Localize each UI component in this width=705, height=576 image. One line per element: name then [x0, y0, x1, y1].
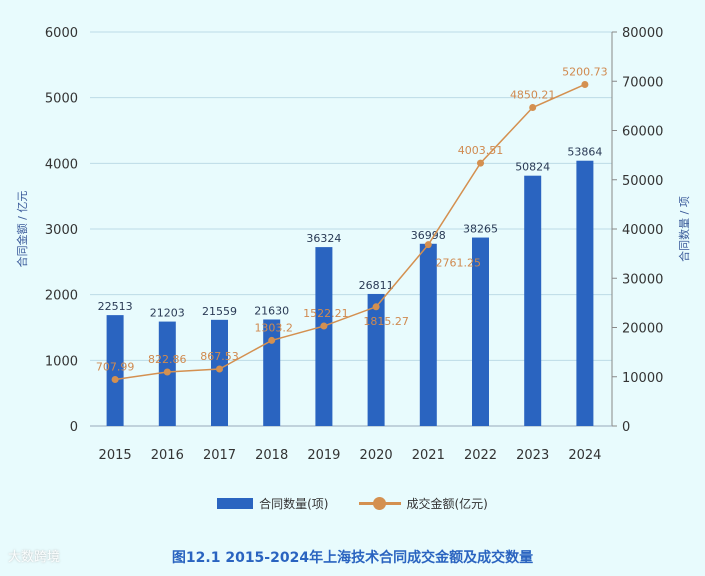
line-point — [320, 322, 328, 330]
y-right-tick-label: 0 — [622, 420, 630, 435]
line-label: 822.86 — [148, 353, 187, 366]
bar — [106, 315, 124, 426]
line-point — [163, 368, 171, 376]
line-point — [216, 365, 223, 373]
x-tick-label: 2020 — [360, 448, 393, 463]
y-right-tick-label: 10000 — [622, 371, 663, 386]
y-right-tick-label: 30000 — [622, 272, 663, 287]
line-point — [529, 104, 537, 112]
line-label: 4003.51 — [458, 144, 504, 157]
legend-label-line: 成交金额(亿元) — [406, 497, 488, 511]
bar — [419, 243, 437, 426]
y-right-axis-title: 合同数量 / 项 — [677, 196, 691, 262]
line-label: 1303.2 — [254, 321, 293, 334]
x-tick-label: 2021 — [412, 448, 445, 463]
bar — [524, 175, 542, 426]
line-label: 1815.27 — [363, 315, 409, 328]
legend-item-line: 成交金额(亿元) — [358, 495, 488, 512]
bar-label: 38265 — [463, 223, 498, 236]
y-right-tick-label: 20000 — [622, 322, 663, 337]
bar-label: 21559 — [202, 305, 237, 318]
y-left-tick-label: 5000 — [45, 92, 78, 107]
bar — [263, 319, 281, 426]
bar-label: 36998 — [411, 229, 446, 242]
bar-label: 26811 — [359, 279, 394, 292]
legend: 合同数量(项) 成交金额(亿元) — [0, 495, 705, 512]
x-tick-label: 2017 — [203, 448, 236, 463]
legend-item-bar: 合同数量(项) — [217, 495, 329, 512]
legend-swatch-line — [358, 497, 401, 510]
bar — [315, 247, 333, 426]
bar-label: 50824 — [515, 161, 550, 174]
bar — [472, 237, 489, 426]
chart: 0100020003000400050006000010000200003000… — [15, 26, 691, 463]
x-tick-label: 2024 — [568, 448, 601, 463]
watermark: 大数跨境 — [8, 550, 61, 565]
line-label: 867.53 — [200, 350, 239, 363]
line-series — [114, 83, 586, 381]
bar — [576, 160, 594, 427]
y-right-tick-label: 80000 — [622, 26, 663, 41]
y-left-tick-label: 1000 — [45, 354, 78, 369]
y-right-tick-label: 70000 — [622, 75, 663, 90]
bar-label: 21203 — [150, 307, 185, 320]
bar — [211, 319, 228, 426]
line-point — [424, 241, 432, 249]
y-left-tick-label: 4000 — [45, 157, 78, 172]
line-point — [372, 303, 380, 311]
line-point — [581, 80, 589, 88]
bar — [367, 293, 385, 426]
y-right-tick-label: 40000 — [622, 223, 663, 238]
line-point — [111, 376, 119, 384]
line-label: 707.99 — [96, 361, 135, 374]
line-point — [268, 336, 276, 344]
bar-label: 22513 — [98, 300, 133, 313]
x-tick-label: 2018 — [255, 448, 288, 463]
line-label: 4850.21 — [510, 89, 556, 102]
bar-label: 21630 — [254, 304, 289, 317]
line-label: 2761.25 — [436, 257, 482, 270]
bar-label: 36324 — [306, 232, 341, 245]
y-right-tick-label: 60000 — [622, 125, 663, 140]
y-left-tick-label: 0 — [70, 420, 78, 435]
y-left-tick-label: 3000 — [45, 223, 78, 238]
y-left-axis-title: 合同金额 / 亿元 — [15, 191, 29, 268]
y-right-tick-label: 50000 — [622, 174, 663, 189]
x-tick-label: 2015 — [99, 448, 132, 463]
bar-label: 53864 — [567, 146, 602, 159]
line-label: 5200.73 — [562, 65, 608, 78]
chart-title: 图12.1 2015-2024年上海技术合同成交金额及成交数量 — [171, 550, 534, 566]
y-left-tick-label: 2000 — [45, 289, 78, 304]
x-tick-label: 2023 — [516, 448, 549, 463]
y-left-tick-label: 6000 — [45, 26, 78, 41]
legend-swatch-bar — [217, 498, 254, 509]
line-label: 1522.21 — [303, 307, 349, 320]
x-tick-label: 2019 — [307, 448, 340, 463]
legend-label-bar: 合同数量(项) — [259, 497, 329, 511]
x-tick-label: 2022 — [464, 448, 497, 463]
line-point — [477, 159, 484, 167]
x-tick-label: 2016 — [151, 448, 184, 463]
